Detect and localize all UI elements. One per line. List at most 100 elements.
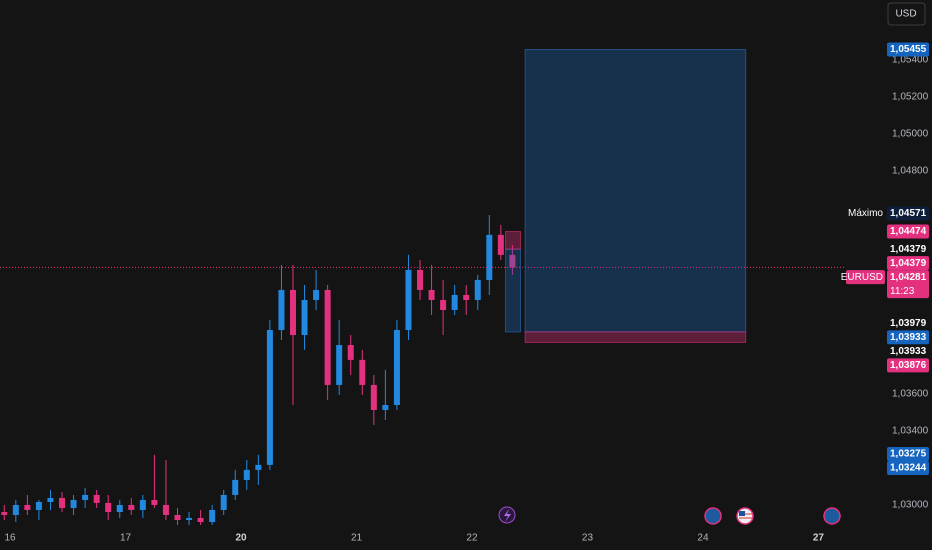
x-tick-label: 23 — [582, 533, 594, 544]
candle-body — [359, 359, 366, 385]
price-tag — [887, 256, 929, 271]
candle-body — [324, 289, 331, 385]
candle-body — [12, 504, 19, 515]
price-tag-label: 1,04379 — [890, 244, 927, 255]
candle-body — [59, 497, 66, 508]
candle-body — [370, 384, 377, 410]
price-tag — [887, 446, 929, 461]
candle-body — [463, 294, 470, 300]
candle-body — [266, 330, 273, 465]
x-tick-label: 21 — [351, 533, 363, 544]
candle-body — [105, 502, 112, 513]
candle-body — [243, 469, 250, 480]
candle-body — [313, 289, 320, 300]
position-profit — [504, 248, 521, 333]
candle-body — [451, 294, 458, 310]
candle-body — [70, 499, 77, 508]
axis-layer: 16 17 20 21 22 23 24 27 1,03000 1,03400 1,03600 1,0… — [4, 42, 929, 544]
candle-body — [347, 345, 354, 360]
candle-body — [486, 234, 493, 280]
candle-body — [289, 289, 296, 336]
candle-body — [220, 494, 227, 510]
currency-button[interactable] — [887, 2, 926, 26]
candle-body — [336, 345, 343, 385]
currency-label: USD — [895, 9, 916, 20]
price-tag-label: 1,04571 — [890, 208, 927, 219]
price-tag-label: 1,04474 — [890, 226, 927, 237]
candle-body — [232, 479, 239, 495]
candle-body — [393, 330, 400, 405]
price-tag-label: 1,04281 — [890, 272, 927, 283]
candle-body — [47, 497, 54, 502]
price-tag — [887, 42, 929, 57]
candle-body — [116, 504, 123, 513]
candle-body — [405, 269, 412, 331]
y-tick-label: 1,05400 — [892, 54, 929, 65]
position-loss — [524, 331, 747, 343]
x-tick-label: 22 — [466, 533, 478, 544]
y-tick-label: 1,03000 — [892, 500, 929, 511]
price-tag — [887, 330, 929, 345]
candle-body — [417, 269, 424, 290]
candle-body — [197, 517, 204, 523]
candle-body — [278, 289, 285, 331]
price-tag-label: 1,05455 — [890, 44, 927, 55]
price-tag — [887, 358, 929, 373]
price-tag — [887, 344, 929, 359]
x-tick-label: 17 — [120, 533, 132, 544]
price-tag-label: 1,03244 — [890, 463, 927, 474]
candle-body — [82, 494, 89, 500]
event-icon[interactable] — [704, 507, 722, 525]
y-tick-label: 1,04800 — [892, 166, 929, 177]
x-tick-label: 24 — [697, 533, 709, 544]
position-loss — [504, 231, 521, 250]
candle-body — [1, 512, 8, 515]
candle-body — [255, 464, 262, 470]
candle-body — [128, 504, 135, 510]
candle-body — [382, 404, 389, 410]
candle-body — [151, 499, 158, 505]
candle-body — [139, 499, 146, 510]
event-icon[interactable] — [823, 507, 841, 525]
y-tick-label: 1,05000 — [892, 129, 929, 140]
position-profit — [524, 49, 747, 333]
price-tag-title: Máximo — [848, 208, 883, 219]
price-tag-countdown: 11:23 — [890, 286, 915, 297]
price-tag — [887, 206, 929, 221]
price-tag — [887, 270, 929, 299]
price-tag — [887, 316, 929, 331]
price-tag-label: 1,03275 — [890, 449, 927, 460]
candle-body — [497, 234, 504, 255]
candle-body — [35, 501, 42, 510]
price-tag-label: 1,04379 — [890, 258, 927, 269]
x-tick-label: 20 — [235, 533, 247, 544]
plot-area — [0, 49, 845, 525]
flag-canton — [739, 511, 745, 516]
event-icons — [498, 506, 841, 525]
lightning — [504, 509, 511, 522]
price-tag-label: 1,03933 — [890, 346, 927, 357]
y-tick-label: 1,03600 — [892, 388, 929, 399]
price-tag-label: 1,03933 — [890, 332, 927, 343]
candle-body — [440, 299, 447, 310]
candle-body — [428, 289, 435, 300]
candle-body — [162, 504, 169, 515]
price-tag — [887, 224, 929, 239]
price-tag-label: 1,03979 — [890, 318, 927, 329]
candle-body — [93, 494, 100, 503]
price-tag — [887, 242, 929, 257]
x-tick-label: 27 — [813, 533, 825, 544]
x-tick-label: 16 — [4, 533, 16, 544]
candle-body — [509, 254, 516, 268]
price-tag-title-box — [846, 270, 885, 285]
candle-body — [301, 299, 308, 336]
candle-body — [474, 279, 481, 300]
candle-body — [186, 517, 193, 520]
price-tag — [887, 460, 929, 475]
candle-body — [209, 509, 216, 523]
price-tag-title: EURUSD — [841, 272, 883, 283]
candle-body — [174, 514, 181, 520]
